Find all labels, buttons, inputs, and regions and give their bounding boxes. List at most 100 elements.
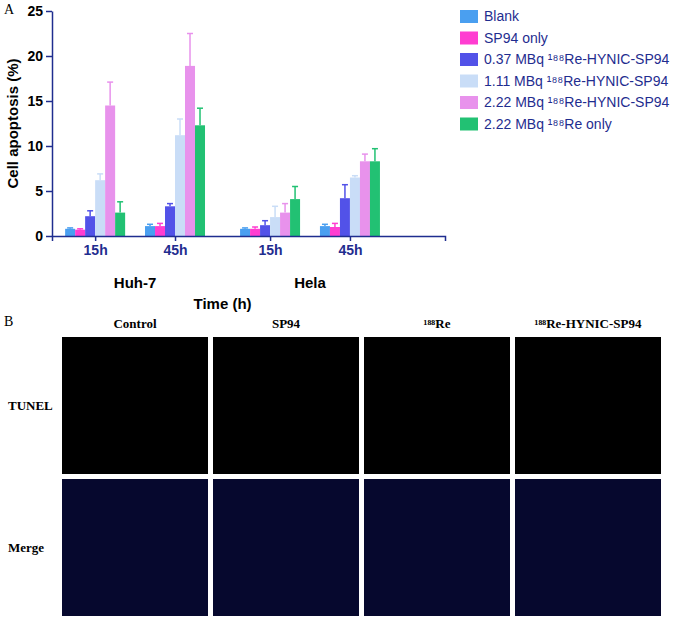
error-bar	[274, 206, 276, 217]
y-tick-mark	[46, 236, 52, 238]
error-cap	[262, 220, 268, 222]
legend-label: 0.37 MBq ¹⁸⁸Re-HYNIC-SP94	[484, 51, 670, 67]
x-tick: 15h	[84, 236, 108, 258]
error-cap	[252, 226, 258, 228]
error-cap	[322, 224, 328, 226]
error-cap	[87, 210, 93, 212]
bar	[240, 229, 250, 236]
error-bar	[199, 108, 201, 125]
y-tick-label: 15	[27, 93, 43, 109]
microscopy-image	[515, 479, 661, 616]
y-tick-label: 20	[27, 48, 43, 64]
bar	[145, 226, 155, 236]
x-tick-label: 45h	[338, 242, 362, 258]
error-cap	[97, 173, 103, 175]
bar	[260, 225, 270, 236]
error-cap	[242, 227, 248, 229]
bar	[290, 199, 300, 236]
x-axis: 15h 45h 15h 45h	[53, 236, 446, 258]
error-cap	[272, 206, 278, 208]
error-bar	[374, 149, 376, 162]
legend-label: Blank	[484, 8, 520, 24]
column-label: ¹⁸⁸Re-HYNIC-SP94	[534, 316, 642, 331]
x-tick-label: 15h	[259, 242, 283, 258]
x-tick-mark	[350, 236, 352, 241]
microscopy-image	[515, 337, 661, 474]
bar	[320, 226, 330, 236]
microscopy-image	[62, 479, 208, 616]
error-cap	[332, 223, 338, 225]
bar	[65, 229, 75, 236]
bar	[250, 229, 260, 236]
bar	[350, 178, 360, 237]
error-cap	[147, 224, 153, 226]
error-cap	[67, 227, 73, 229]
error-bar	[344, 185, 346, 199]
y-tick-mark	[46, 56, 52, 58]
bar	[85, 216, 95, 236]
y-tick: 20	[27, 48, 52, 64]
error-cap	[352, 175, 358, 177]
x-tick-label: 15h	[84, 242, 108, 258]
legend-label: 1.11 MBq ¹⁸⁸Re-HYNIC-SP94	[484, 73, 668, 89]
figure: AB051015202515h45h15h45hHuh-7HelaTime (h…	[0, 0, 697, 618]
bar	[155, 226, 165, 236]
row-label: Merge	[8, 540, 44, 555]
y-tick: 25	[27, 3, 52, 19]
error-cap	[187, 33, 193, 35]
legend-swatch	[460, 53, 478, 66]
column-label: ¹⁸⁸Re	[424, 316, 451, 331]
error-cap	[282, 203, 288, 205]
error-bar	[284, 204, 286, 213]
error-cap	[117, 201, 123, 203]
x-tick-label: 45h	[163, 242, 187, 258]
y-axis-title: Cell apoptosis (%)	[4, 58, 21, 188]
error-cap	[362, 153, 368, 155]
error-cap	[107, 81, 113, 83]
error-bar	[364, 154, 366, 161]
y-axis: 0510152025	[27, 3, 52, 244]
legend-swatch	[460, 118, 478, 131]
error-cap	[342, 184, 348, 186]
bar	[360, 161, 370, 236]
bar	[115, 213, 125, 236]
y-tick-label: 5	[35, 183, 43, 199]
error-bar	[109, 82, 111, 105]
error-cap	[292, 186, 298, 188]
legend-label: SP94 only	[484, 30, 548, 46]
bar	[105, 106, 115, 237]
legend-label: 2.22 MBq ¹⁸⁸Re only	[484, 116, 612, 132]
legend-swatch	[460, 32, 478, 45]
error-cap	[177, 118, 183, 120]
microscopy-image	[364, 337, 510, 474]
legend: Blank SP94 only 0.37 MBq ¹⁸⁸Re-HYNIC-SP94 1…	[460, 8, 670, 132]
legend-swatch	[460, 10, 478, 23]
y-tick-mark	[46, 191, 52, 193]
error-cap	[77, 228, 83, 230]
bar	[75, 230, 85, 236]
y-tick: 15	[27, 93, 52, 109]
y-tick: 0	[35, 228, 52, 244]
error-bar	[99, 174, 101, 180]
bar	[280, 213, 290, 236]
bar	[340, 198, 350, 236]
x-axis-line	[53, 237, 446, 242]
legend-swatch	[460, 75, 478, 88]
microscopy-image	[213, 337, 359, 474]
bars	[65, 34, 380, 237]
y-axis-line	[52, 12, 54, 237]
error-cap	[157, 223, 163, 225]
y-tick-mark	[46, 101, 52, 103]
bar	[330, 227, 340, 236]
bar	[175, 135, 185, 236]
error-bar	[119, 202, 121, 213]
x-tick-mark	[175, 236, 177, 241]
bar	[370, 161, 380, 236]
y-tick: 5	[35, 183, 52, 199]
bar	[185, 66, 195, 236]
error-cap	[372, 148, 378, 150]
legend-swatch	[460, 96, 478, 109]
bar	[95, 180, 105, 236]
y-tick-label: 25	[27, 3, 43, 19]
category-group-label: Huh-7	[114, 274, 157, 291]
